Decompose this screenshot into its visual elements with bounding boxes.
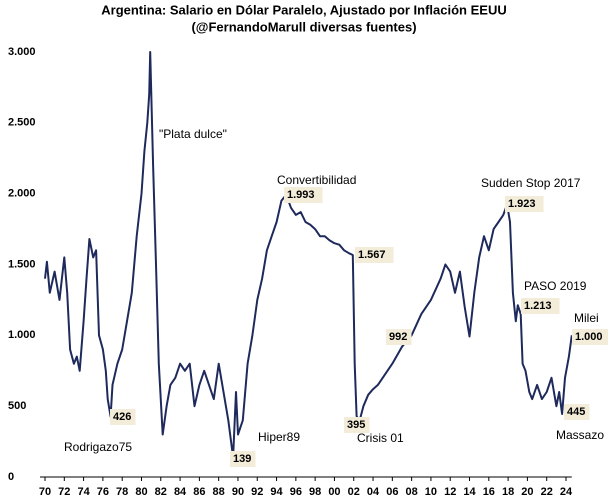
annotation: PASO 2019 <box>524 279 587 293</box>
callout-label: 1.213 <box>524 300 552 312</box>
x-tick-label: 08 <box>406 486 418 498</box>
callout-label: 445 <box>567 406 585 418</box>
x-tick-label: 90 <box>232 486 244 498</box>
x-tick-label: 94 <box>270 486 283 498</box>
callout-label: 1.567 <box>358 249 386 261</box>
callout-box <box>344 417 370 433</box>
x-tick-label: 84 <box>174 486 187 498</box>
y-tick-label: 0 <box>8 471 14 483</box>
x-tick-label: 22 <box>541 486 553 498</box>
x-tick-label: 04 <box>367 486 380 498</box>
callout-box <box>505 196 544 212</box>
x-tick-label: 00 <box>328 486 340 498</box>
annotation: "Plata dulce" <box>159 127 227 141</box>
x-tick-label: 12 <box>444 486 456 498</box>
callout-box <box>386 329 412 345</box>
x-tick-label: 24 <box>560 486 573 498</box>
annotation: Rodrigazo75 <box>64 440 132 454</box>
x-tick-label: 16 <box>483 486 495 498</box>
x-tick-label: 10 <box>425 486 437 498</box>
callout-label: 426 <box>113 411 131 423</box>
callout-box <box>230 451 256 467</box>
x-tick-label: 88 <box>213 486 225 498</box>
callout-box <box>355 247 394 263</box>
annotation: Milei <box>574 311 599 325</box>
x-tick-label: 20 <box>521 486 533 498</box>
callout-label: 992 <box>389 331 407 343</box>
x-tick-label: 06 <box>386 486 398 498</box>
callout-label: 1.000 <box>575 331 603 343</box>
annotation: Convertibilidad <box>277 173 356 187</box>
callout-label: 1.993 <box>287 189 315 201</box>
x-tick-label: 82 <box>155 486 167 498</box>
annotation: Hiper89 <box>258 430 300 444</box>
callout-label: 1.923 <box>508 198 536 210</box>
y-tick-label: 2.500 <box>8 117 36 129</box>
x-tick-label: 74 <box>77 486 90 498</box>
x-tick-label: 96 <box>290 486 302 498</box>
x-tick-label: 92 <box>251 486 263 498</box>
x-tick-label: 14 <box>463 486 476 498</box>
callout-box <box>284 187 323 203</box>
annotation: Sudden Stop 2017 <box>481 176 581 190</box>
x-tick-label: 72 <box>58 486 70 498</box>
x-tick-label: 86 <box>193 486 205 498</box>
y-tick-label: 2.000 <box>8 188 36 200</box>
chart-title: Argentina: Salario en Dólar Paralelo, Aj… <box>101 2 506 17</box>
annotation: Massazo <box>556 428 604 442</box>
callout-box <box>572 329 608 345</box>
callout-box <box>110 409 136 425</box>
x-tick-label: 98 <box>309 486 321 498</box>
callout-box <box>521 298 560 314</box>
y-tick-label: 1.500 <box>8 258 36 270</box>
y-tick-label: 500 <box>8 400 26 412</box>
callout-box <box>564 404 590 420</box>
x-tick-label: 18 <box>502 486 514 498</box>
line-series <box>44 51 573 459</box>
x-tick-label: 78 <box>116 486 128 498</box>
annotation: Crisis 01 <box>357 431 404 445</box>
y-tick-label: 1.000 <box>8 329 36 341</box>
callout-label: 139 <box>233 453 251 465</box>
y-tick-label: 3.000 <box>8 46 36 58</box>
x-tick-label: 02 <box>348 486 360 498</box>
callout-label: 395 <box>347 419 365 431</box>
x-tick-label: 76 <box>97 486 109 498</box>
x-tick-label: 70 <box>39 486 51 498</box>
chart-subtitle: (@FernandoMarull diversas fuentes) <box>191 19 416 34</box>
x-tick-label: 80 <box>135 486 147 498</box>
